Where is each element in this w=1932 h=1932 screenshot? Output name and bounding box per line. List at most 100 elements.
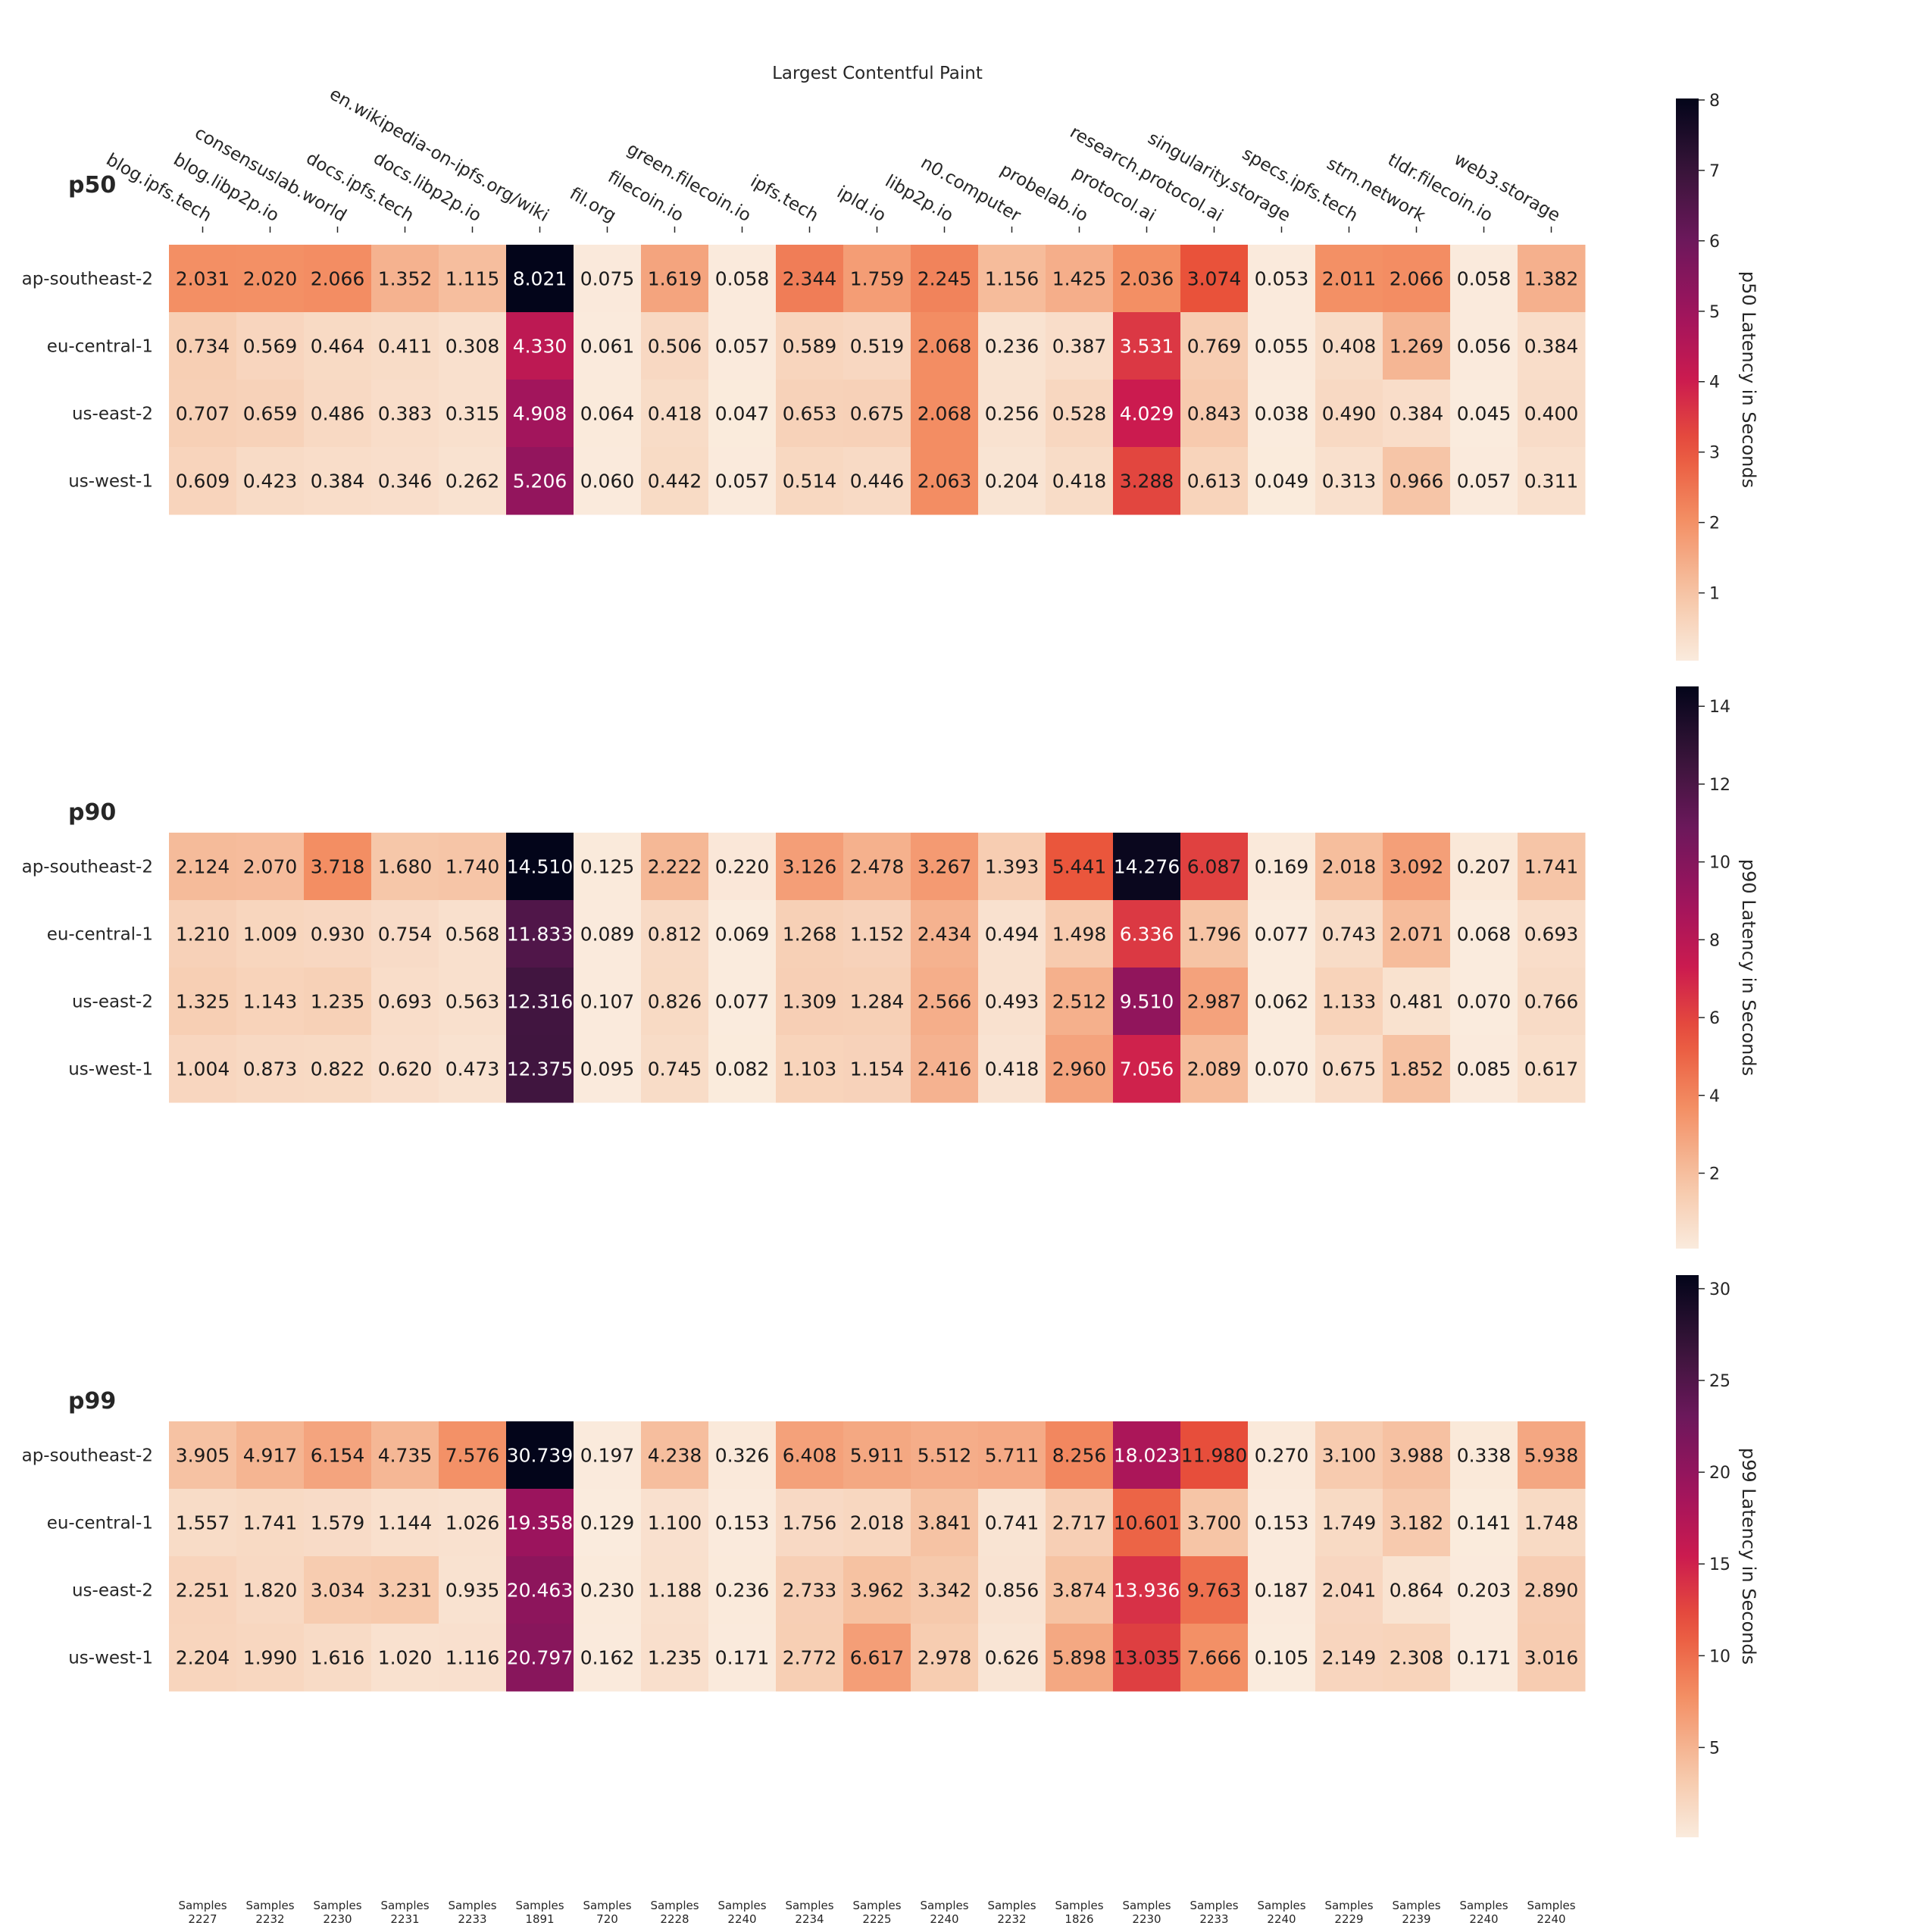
cell-value-label: 0.069 <box>715 924 770 946</box>
heatmap-cell <box>574 312 642 380</box>
heatmap-cell <box>641 447 709 515</box>
cell-value-label: 0.653 <box>783 403 837 425</box>
cell-value-label: 30.739 <box>507 1445 573 1467</box>
cell-value-label: 0.613 <box>1187 470 1242 492</box>
heatmap-cell <box>1113 1035 1181 1103</box>
heatmap-cell <box>1315 900 1383 968</box>
cell-value-label: 1.188 <box>648 1580 702 1602</box>
heatmap-cell <box>843 312 911 380</box>
cell-value-label: 3.874 <box>1052 1580 1107 1602</box>
heatmap-cell <box>1248 380 1316 448</box>
heatmap-cell <box>1315 1035 1383 1103</box>
row-label: us-east-2 <box>72 405 153 424</box>
cell-value-label: 0.089 <box>580 924 635 946</box>
samples-count: 2228 <box>660 1912 689 1926</box>
cell-value-label: 0.493 <box>985 991 1039 1013</box>
heatmap-cell <box>843 900 911 968</box>
cell-value-label: 1.382 <box>1524 268 1579 290</box>
heatmap-cell <box>1113 245 1181 313</box>
cell-value-label: 2.251 <box>176 1580 230 1602</box>
heatmap-cell <box>1383 968 1451 1036</box>
heatmap-cell <box>1113 312 1181 380</box>
cell-value-label: 7.056 <box>1120 1058 1174 1080</box>
heatmap-cell <box>574 447 642 515</box>
colorbar-tick-label: 10 <box>1709 854 1730 873</box>
heatmap-cell <box>574 900 642 968</box>
heatmap-cell <box>978 1624 1046 1692</box>
cell-value-label: 0.315 <box>445 403 500 425</box>
heatmap-cell <box>641 1556 709 1624</box>
cell-value-label: 1.103 <box>783 1058 837 1080</box>
chart-title: Largest Contentful Paint <box>772 64 983 83</box>
cell-value-label: 0.171 <box>1457 1647 1512 1669</box>
heatmap-cell <box>1113 833 1181 901</box>
row-label: ap-southeast-2 <box>22 1446 153 1466</box>
heatmap-cell <box>439 1035 507 1103</box>
cell-value-label: 1.235 <box>311 991 365 1013</box>
cell-value-label: 0.707 <box>176 403 230 425</box>
heatmap-cell <box>978 245 1046 313</box>
heatmap-cell <box>776 1489 844 1557</box>
cell-value-label: 0.675 <box>1322 1058 1377 1080</box>
cell-value-label: 2.068 <box>918 403 972 425</box>
heatmap-cell <box>304 245 372 313</box>
cell-value-label: 0.519 <box>850 336 905 358</box>
cell-value-label: 0.346 <box>378 470 433 492</box>
samples-count: 2231 <box>390 1912 419 1926</box>
cell-value-label: 2.566 <box>918 991 972 1013</box>
cell-value-label: 0.338 <box>1457 1445 1512 1467</box>
cell-value-label: 0.609 <box>176 470 230 492</box>
heatmap-cell <box>1383 312 1451 380</box>
heatmap-cell <box>1248 900 1316 968</box>
heatmap-cell <box>708 1624 777 1692</box>
row-label: us-west-1 <box>68 472 153 492</box>
heatmap-cell <box>708 1421 777 1490</box>
cell-value-label: 0.055 <box>1255 336 1309 358</box>
heatmap-cell <box>1450 1489 1518 1557</box>
heatmap-cell <box>776 447 844 515</box>
colorbar-tick-label: 8 <box>1709 931 1720 950</box>
column-labels: blog.ipfs.techblog.libp2p.ioconsensuslab… <box>103 84 1564 233</box>
cell-value-label: 2.204 <box>176 1647 230 1669</box>
heatmap-cell <box>1383 447 1451 515</box>
heatmap-cell <box>843 1421 911 1490</box>
samples-caption: Samples <box>245 1899 294 1912</box>
cell-value-label: 2.890 <box>1524 1580 1579 1602</box>
cell-value-label: 0.313 <box>1322 470 1377 492</box>
colorbar-label: p90 Latency in Seconds <box>1738 859 1759 1076</box>
heatmap-cell <box>1315 312 1383 380</box>
cell-value-label: 5.938 <box>1524 1445 1579 1467</box>
cell-value-label: 0.490 <box>1322 403 1377 425</box>
heatmap-cell <box>1315 1421 1383 1490</box>
heatmap-cell <box>169 968 237 1036</box>
cell-value-label: 0.966 <box>1390 470 1444 492</box>
heatmap-cell <box>1248 312 1316 380</box>
cell-value-label: 0.095 <box>580 1058 635 1080</box>
heatmap-cell <box>1113 380 1181 448</box>
heatmap-cell <box>911 380 979 448</box>
cell-value-label: 2.066 <box>311 268 365 290</box>
cell-value-label: 8.021 <box>513 268 567 290</box>
heatmap-cell <box>236 1035 305 1103</box>
heatmap-cell <box>1180 447 1249 515</box>
cell-value-label: 0.423 <box>243 470 298 492</box>
panel-label: p99 <box>68 1388 116 1415</box>
heatmap-cell <box>776 1421 844 1490</box>
cell-value-label: 0.506 <box>648 336 702 358</box>
row-label: ap-southeast-2 <box>22 270 153 289</box>
panel-p90: p90 2.124 2.070 3.718 1.680 1.740 14.510 0.125 2… <box>22 686 1759 1249</box>
heatmap-cell <box>506 447 574 515</box>
cell-value-label: 0.734 <box>176 336 230 358</box>
cell-value-label: 1.020 <box>378 1647 433 1669</box>
cell-value-label: 4.029 <box>1120 403 1174 425</box>
panel-p99: p99 3.905 4.917 6.154 4.735 7.576 30.739 0.197 4… <box>22 1275 1759 1837</box>
heatmap-cell <box>1518 1624 1586 1692</box>
heatmap-cell <box>574 833 642 901</box>
cell-value-label: 0.049 <box>1255 470 1309 492</box>
cell-value-label: 2.011 <box>1322 268 1377 290</box>
cell-value-label: 0.843 <box>1187 403 1242 425</box>
heatmap-cell <box>1383 380 1451 448</box>
cell-value-label: 10.601 <box>1114 1512 1180 1534</box>
heatmap-cell <box>641 1035 709 1103</box>
cell-value-label: 6.154 <box>311 1445 365 1467</box>
